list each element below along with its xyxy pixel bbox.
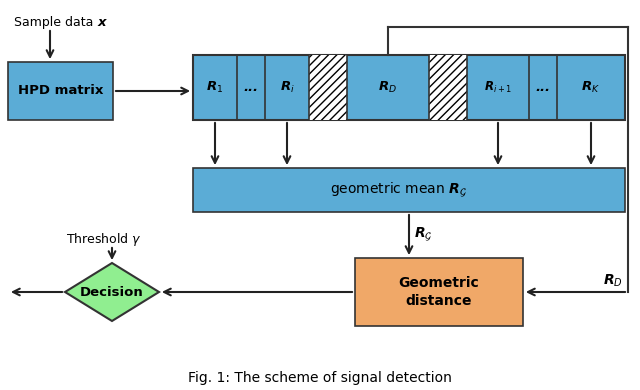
Text: Decision: Decision (80, 285, 144, 298)
Polygon shape (65, 263, 159, 321)
Bar (429, 55, 467, 120)
Text: $\boldsymbol{R}_{i+1}$: $\boldsymbol{R}_{i+1}$ (484, 80, 512, 95)
Text: $\boldsymbol{R}_i$: $\boldsymbol{R}_i$ (280, 80, 294, 95)
Bar (8, 62, 113, 120)
Text: $\boldsymbol{x}$: $\boldsymbol{x}$ (97, 16, 108, 29)
Bar (355, 258, 523, 326)
Text: $\boldsymbol{R}_D$: $\boldsymbol{R}_D$ (378, 80, 397, 95)
Text: ...: ... (536, 81, 550, 94)
Text: Sample data: Sample data (14, 16, 97, 29)
Text: geometric mean $\boldsymbol{R}_\mathcal{G}$: geometric mean $\boldsymbol{R}_\mathcal{… (330, 181, 468, 200)
Text: Geometric: Geometric (399, 276, 479, 290)
Text: HPD matrix: HPD matrix (18, 85, 103, 98)
Bar (193, 168, 625, 212)
Bar (309, 55, 347, 120)
Text: distance: distance (406, 294, 472, 308)
Text: $\boldsymbol{R}_K$: $\boldsymbol{R}_K$ (582, 80, 600, 95)
Text: $\boldsymbol{R}_D$: $\boldsymbol{R}_D$ (603, 273, 623, 289)
Text: Fig. 1: The scheme of signal detection: Fig. 1: The scheme of signal detection (188, 371, 452, 385)
Text: ...: ... (243, 81, 259, 94)
Text: Threshold $\gamma$: Threshold $\gamma$ (66, 231, 142, 248)
Bar (193, 55, 625, 120)
Text: $\boldsymbol{R}_1$: $\boldsymbol{R}_1$ (206, 80, 223, 95)
Text: $\boldsymbol{R}_\mathcal{G}$: $\boldsymbol{R}_\mathcal{G}$ (414, 226, 433, 244)
